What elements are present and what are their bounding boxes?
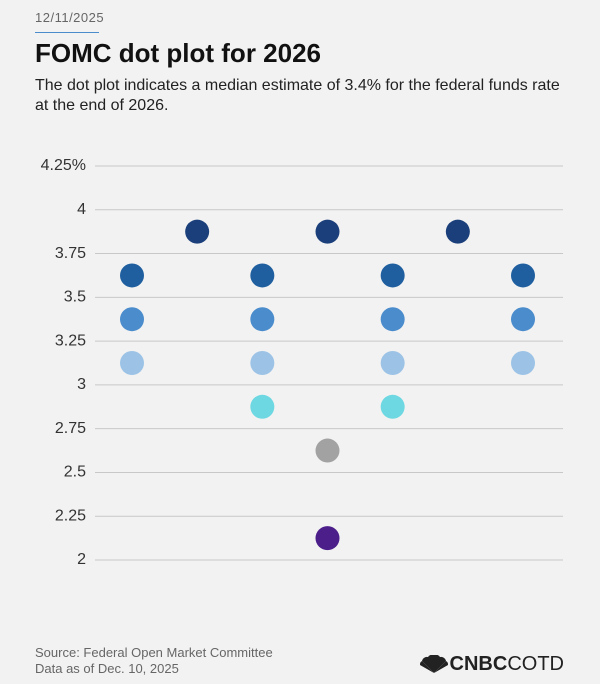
source: Source: Federal Open Market Committee Da… bbox=[35, 645, 273, 677]
dot bbox=[315, 526, 340, 551]
y-tick-label: 4.25% bbox=[41, 157, 86, 174]
dot bbox=[380, 394, 405, 419]
source-line: Data as of Dec. 10, 2025 bbox=[35, 661, 179, 676]
y-tick-label: 2.25 bbox=[55, 507, 86, 524]
dot bbox=[511, 307, 535, 332]
y-tick-label: 2.5 bbox=[64, 464, 86, 481]
dot bbox=[250, 307, 275, 332]
logo-text: CNBC bbox=[449, 653, 508, 675]
dot bbox=[120, 307, 144, 332]
chart-title: FOMC dot plot for 2026 bbox=[35, 38, 321, 68]
y-tick-label: 2.75 bbox=[55, 420, 86, 437]
y-tick-label: 3.5 bbox=[64, 289, 86, 306]
dot bbox=[315, 219, 340, 244]
logo-icon bbox=[419, 654, 448, 673]
date-rule bbox=[35, 32, 99, 33]
chart: 2 2.25 2.5 2.75 3 3.25 3.5 3.75 4 4.25% bbox=[41, 157, 563, 568]
dot bbox=[120, 263, 144, 288]
dot bbox=[250, 351, 275, 375]
y-tick-label: 3.25 bbox=[55, 332, 86, 349]
dot bbox=[250, 263, 275, 288]
y-tick-label: 2 bbox=[77, 551, 86, 568]
dot bbox=[445, 219, 470, 244]
date: 12/11/2025 bbox=[35, 10, 105, 25]
dot bbox=[511, 263, 535, 288]
y-tick-label: 3 bbox=[77, 376, 86, 393]
logo-text: COTD bbox=[507, 653, 564, 675]
source-line: Source: Federal Open Market Committee bbox=[35, 645, 273, 660]
logo: CNBC COTD bbox=[418, 653, 564, 676]
dot bbox=[120, 351, 144, 375]
dot bbox=[250, 394, 275, 419]
dot bbox=[185, 219, 210, 244]
dot bbox=[511, 351, 535, 375]
y-tick-label: 4 bbox=[77, 201, 86, 218]
dot bbox=[380, 351, 405, 375]
dot bbox=[315, 438, 340, 463]
dot bbox=[380, 263, 405, 288]
dot bbox=[380, 307, 405, 332]
y-tick-label: 3.75 bbox=[55, 245, 86, 262]
chart-subtitle: The dot plot indicates a median estimate… bbox=[35, 77, 560, 114]
